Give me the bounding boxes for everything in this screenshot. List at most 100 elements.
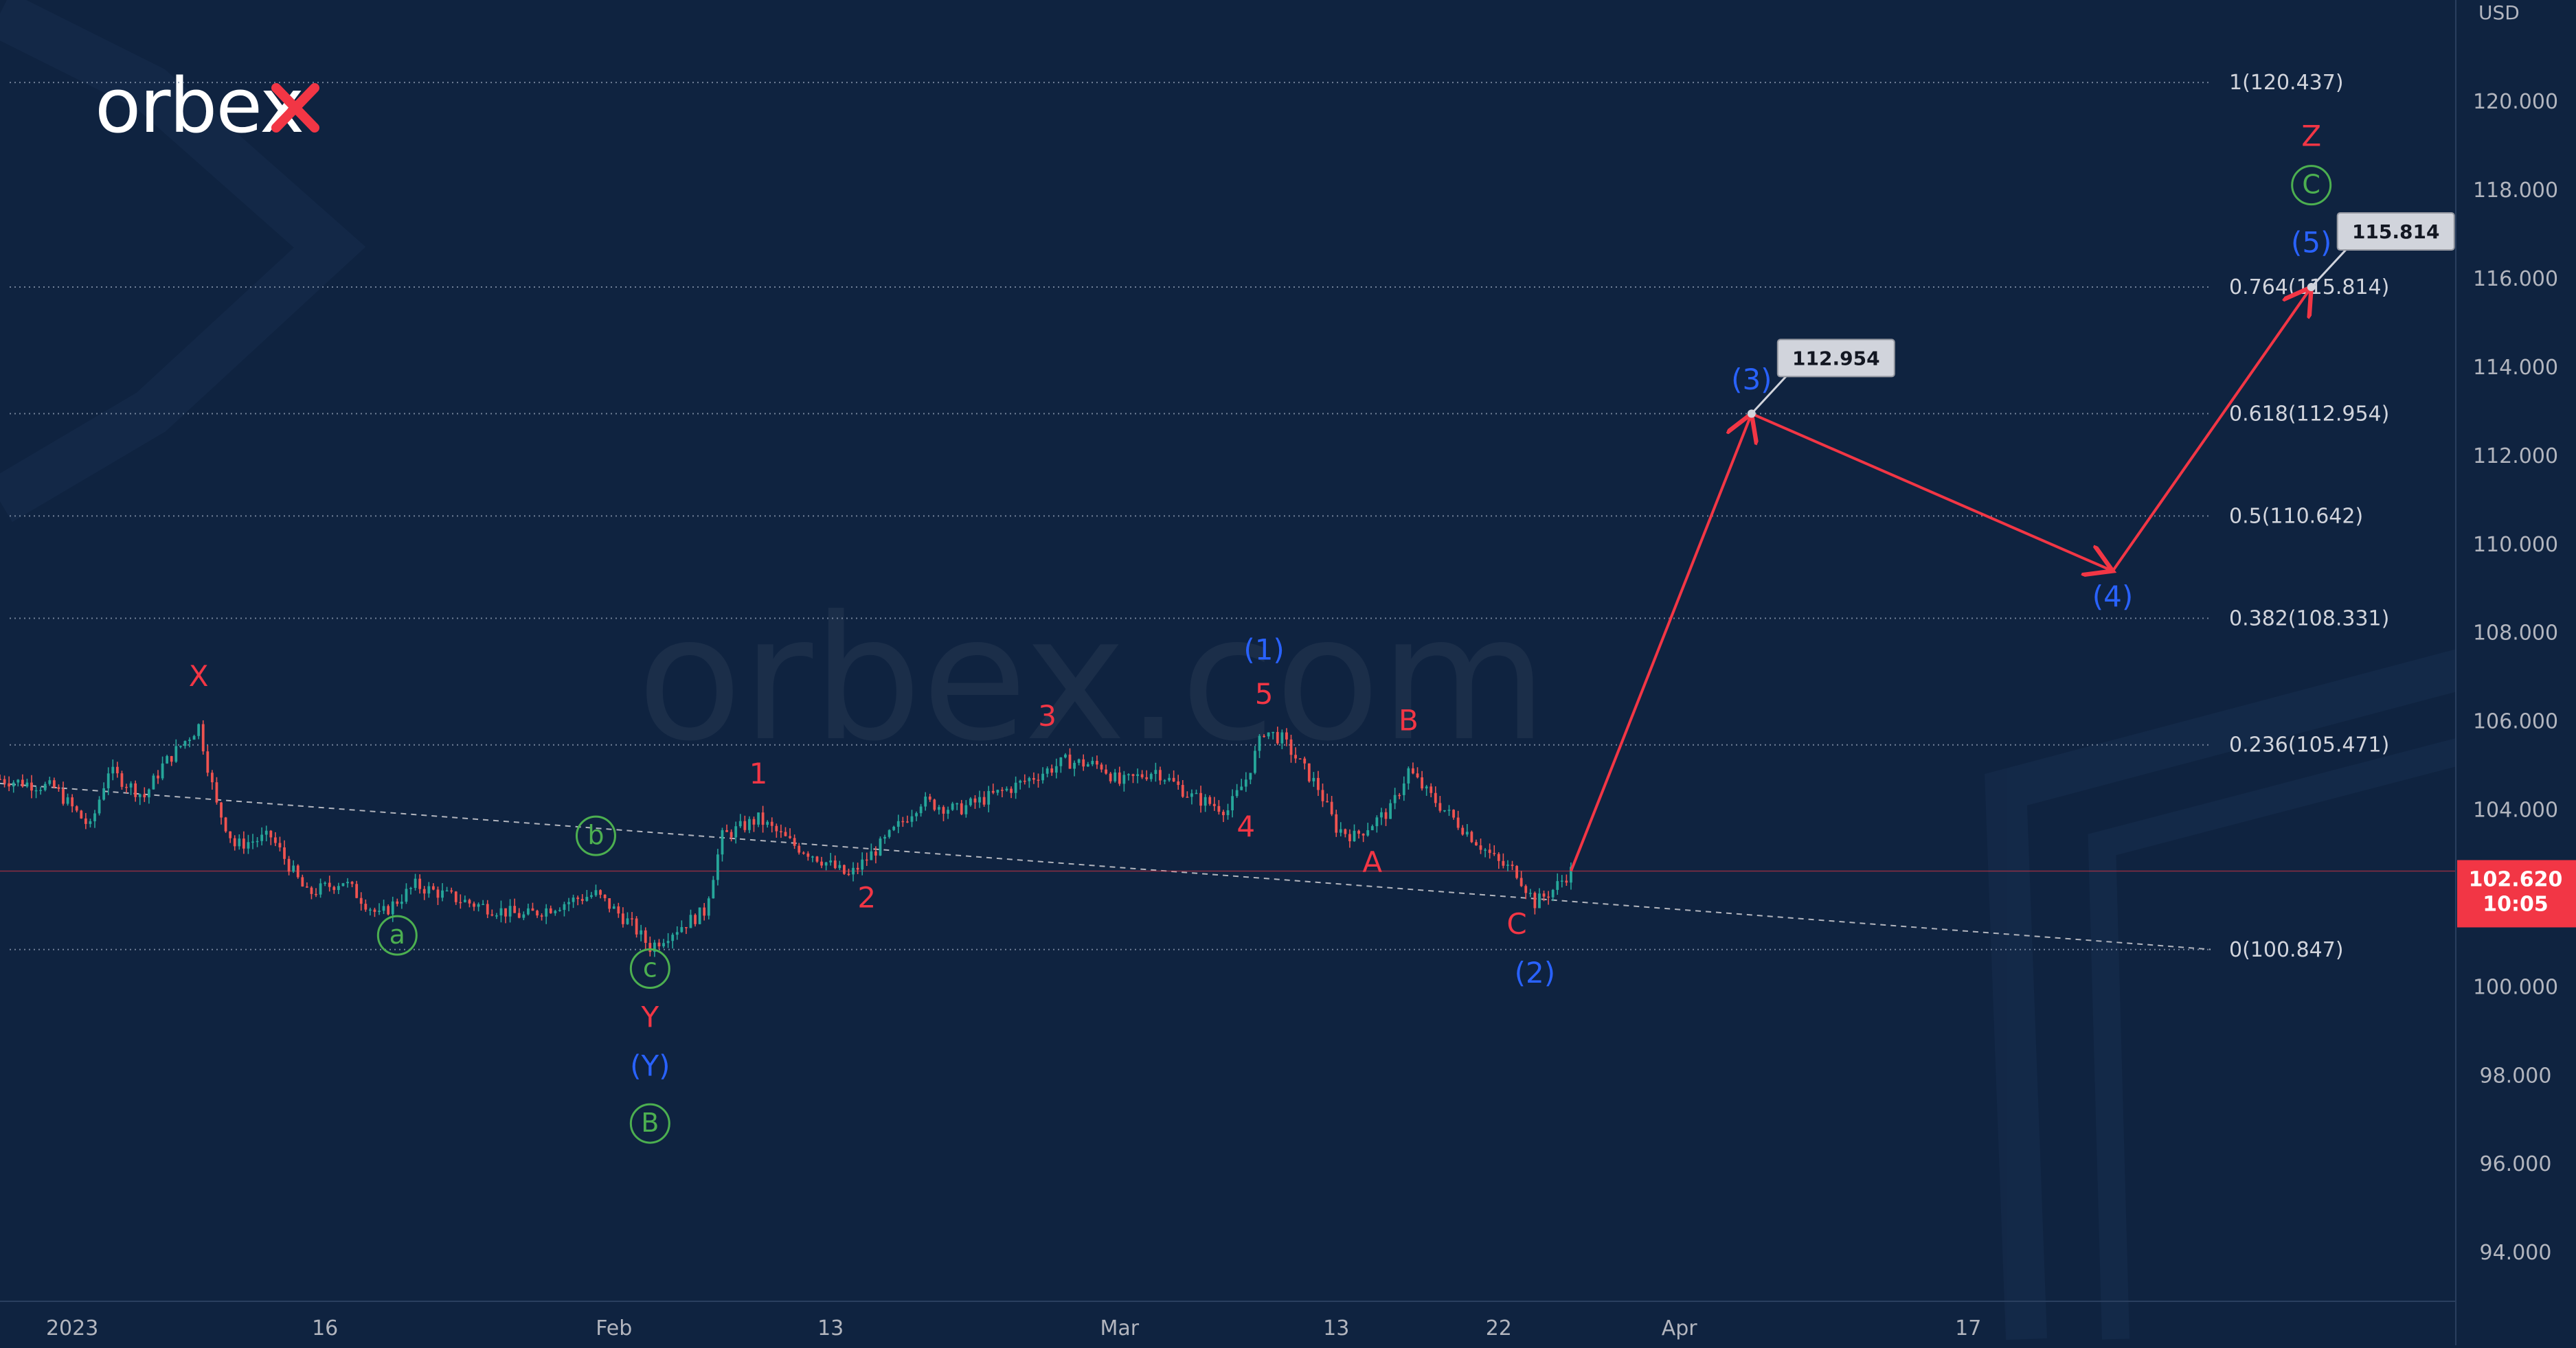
price-axis[interactable]: USD 94.00096.00098.000100.000102.000104.… [2455, 0, 2576, 1345]
wave-label-circled: C [2302, 170, 2320, 200]
time-axis[interactable]: 2023 16 Feb 13 Mar 13 22 Apr 17 [0, 1301, 2456, 1340]
candle-body [1298, 758, 1302, 760]
candle-body [1348, 834, 1351, 842]
candle-body [1159, 770, 1162, 781]
candle-body [982, 797, 986, 805]
candle-body [536, 911, 539, 916]
candle-body [947, 810, 949, 814]
candle-body [757, 812, 760, 825]
candle-body [436, 889, 440, 898]
wave-label: Y [640, 1000, 659, 1033]
orbex-logo: orbex [95, 62, 319, 150]
candle-body [1470, 832, 1473, 843]
candle-body [111, 766, 115, 774]
wave-label: (3) [1731, 363, 1772, 396]
time-tick-label: Feb [596, 1316, 632, 1340]
price-tick-label: 98.000 [2480, 1064, 2552, 1088]
watermark: orbex.com [637, 579, 1547, 779]
candle-body [964, 805, 968, 814]
candle-body [391, 901, 394, 915]
wave-label-circled: a [389, 919, 405, 950]
candle-body [870, 851, 873, 860]
candle-body [305, 886, 308, 888]
price-tick-label: 96.000 [2480, 1152, 2552, 1176]
candle-body [1366, 830, 1370, 836]
candle-body [396, 901, 399, 904]
candle-body [780, 831, 782, 833]
candle-body [1493, 853, 1496, 854]
candle-body [919, 806, 923, 814]
candle-body [238, 838, 241, 847]
candle-body [400, 902, 403, 904]
candle-body [454, 891, 457, 902]
candle-body [508, 906, 512, 917]
candle-body [450, 890, 453, 892]
candle-body [576, 898, 580, 900]
candle-body [12, 782, 15, 787]
candle-body [684, 927, 688, 928]
callout-pointer [1750, 376, 1787, 415]
logo-x-mark [271, 83, 319, 133]
candle-body [292, 865, 295, 872]
candle-body [612, 906, 615, 909]
candle-body [1105, 769, 1107, 774]
candle-body [197, 724, 201, 736]
candle-body [1506, 865, 1509, 866]
candle-body [504, 908, 507, 917]
candle-body [482, 904, 485, 905]
candle-body [310, 887, 313, 894]
candle-body [1001, 790, 1004, 791]
projection-arrow [1570, 413, 1752, 872]
time-tick-label: 13 [1323, 1316, 1349, 1340]
candle-body [1393, 795, 1397, 803]
wave-label: (2) [1515, 956, 1556, 990]
candle-body [364, 904, 368, 910]
candle-body [865, 859, 868, 861]
candle-body [1421, 777, 1423, 789]
candle-body [680, 927, 683, 933]
candle-body [1068, 754, 1072, 769]
candle-body [1231, 796, 1234, 810]
candle-body [1082, 759, 1085, 767]
candle-body [1519, 878, 1523, 887]
candle-body [1077, 759, 1081, 763]
candle-body [215, 782, 218, 803]
candle-body [1326, 801, 1329, 803]
candle-body [906, 821, 909, 823]
candle-body [802, 852, 805, 854]
candle-body [531, 908, 534, 911]
candle-body [1339, 829, 1342, 833]
wave-label: (1) [1243, 632, 1285, 666]
candle-body [648, 943, 652, 952]
candle-body [1456, 817, 1460, 828]
candle-body [80, 810, 83, 819]
candle-body [201, 724, 205, 752]
trend-line [0, 782, 2211, 950]
candle-body [725, 830, 728, 832]
candle-body [888, 830, 891, 837]
candle-body [951, 803, 954, 810]
candle-body [441, 890, 444, 898]
candle-body [1131, 774, 1135, 777]
candle-body [1280, 732, 1284, 744]
candle-body [554, 911, 557, 913]
candle-body [319, 883, 322, 895]
candle-body [1258, 735, 1261, 751]
candle-body [273, 837, 277, 843]
fib-level-label: 1(120.437) [2229, 71, 2344, 95]
candle-body [382, 906, 385, 911]
candle-body [1560, 880, 1563, 882]
current-price-tag-box [2457, 860, 2576, 928]
candle-body [224, 817, 227, 832]
candle-body [477, 904, 480, 907]
candle-body [1465, 832, 1469, 835]
candle-body [608, 898, 611, 909]
candle-body [594, 890, 598, 895]
candle-body [283, 847, 286, 859]
candle-body [324, 882, 327, 884]
candle-body [589, 895, 593, 898]
candle-body [1028, 778, 1031, 781]
candle-body [789, 836, 791, 838]
candle-body [192, 735, 196, 740]
